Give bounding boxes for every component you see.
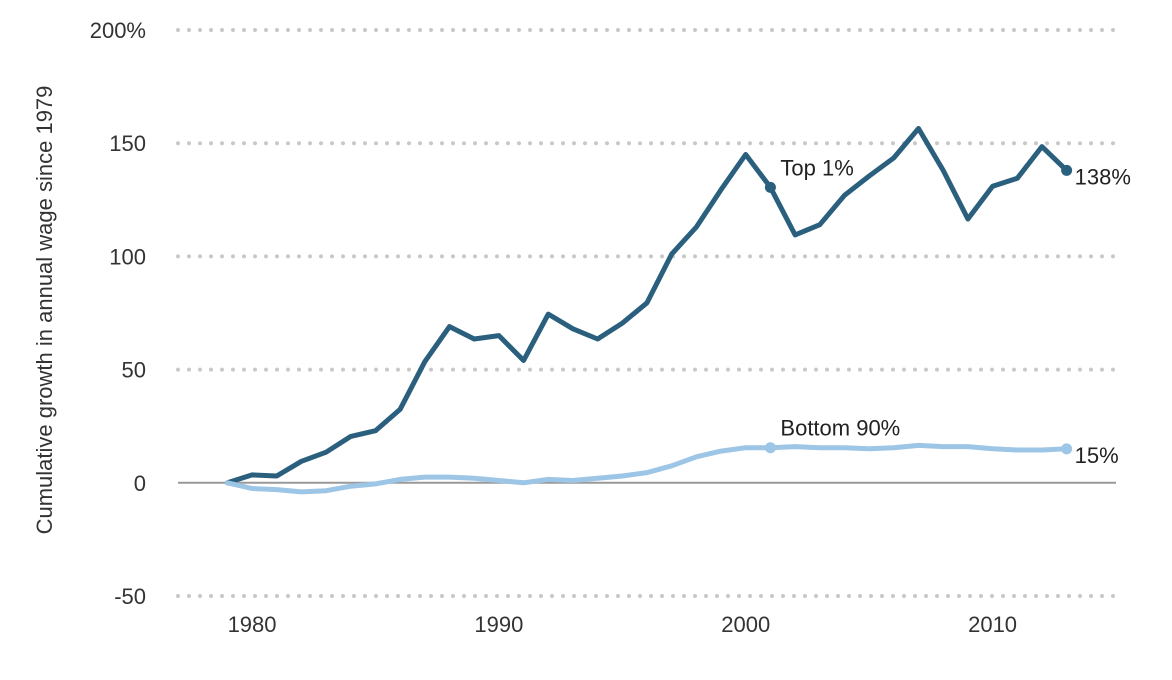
x-tick-label-1990: 1990 xyxy=(474,612,523,637)
series-end-label-top-1: 138% xyxy=(1075,164,1131,189)
x-tick-label-2000: 2000 xyxy=(721,612,770,637)
label-layer: Top 1% 138% Bottom 90% 15% xyxy=(780,155,1130,467)
y-tick-label-200: 200% xyxy=(90,18,146,43)
y-tick-label-0: 0 xyxy=(134,471,146,496)
y-tick-label-50: 50 xyxy=(122,358,146,383)
series-end-point-top-1 xyxy=(1061,164,1073,176)
series-end-label-bottom-90: 15% xyxy=(1075,443,1119,468)
series-line-bottom-90 xyxy=(224,442,1070,495)
series-label-bottom-90: Bottom 90% xyxy=(780,416,900,441)
y-tick-label-150: 150 xyxy=(109,131,146,156)
grid-layer xyxy=(176,28,1118,598)
series-label-point-bottom-90 xyxy=(764,442,776,454)
y-axis-label: Cumulative growth in annual wage since 1… xyxy=(32,86,57,535)
series-line-top-1 xyxy=(224,126,1070,486)
series-end-point-bottom-90 xyxy=(1061,443,1073,455)
series-label-point-top-1 xyxy=(764,181,776,193)
x-tick-label-1980: 1980 xyxy=(228,612,277,637)
series-layer xyxy=(224,126,1073,495)
series-label-top-1: Top 1% xyxy=(780,155,853,180)
y-tick-label-100: 100 xyxy=(109,244,146,269)
x-tick-label-2010: 2010 xyxy=(968,612,1017,637)
axis-layer: -50 0 50 100 150 200% 1980 1990 2000 2010 xyxy=(90,18,1017,637)
y-tick-label--50: -50 xyxy=(114,584,146,609)
